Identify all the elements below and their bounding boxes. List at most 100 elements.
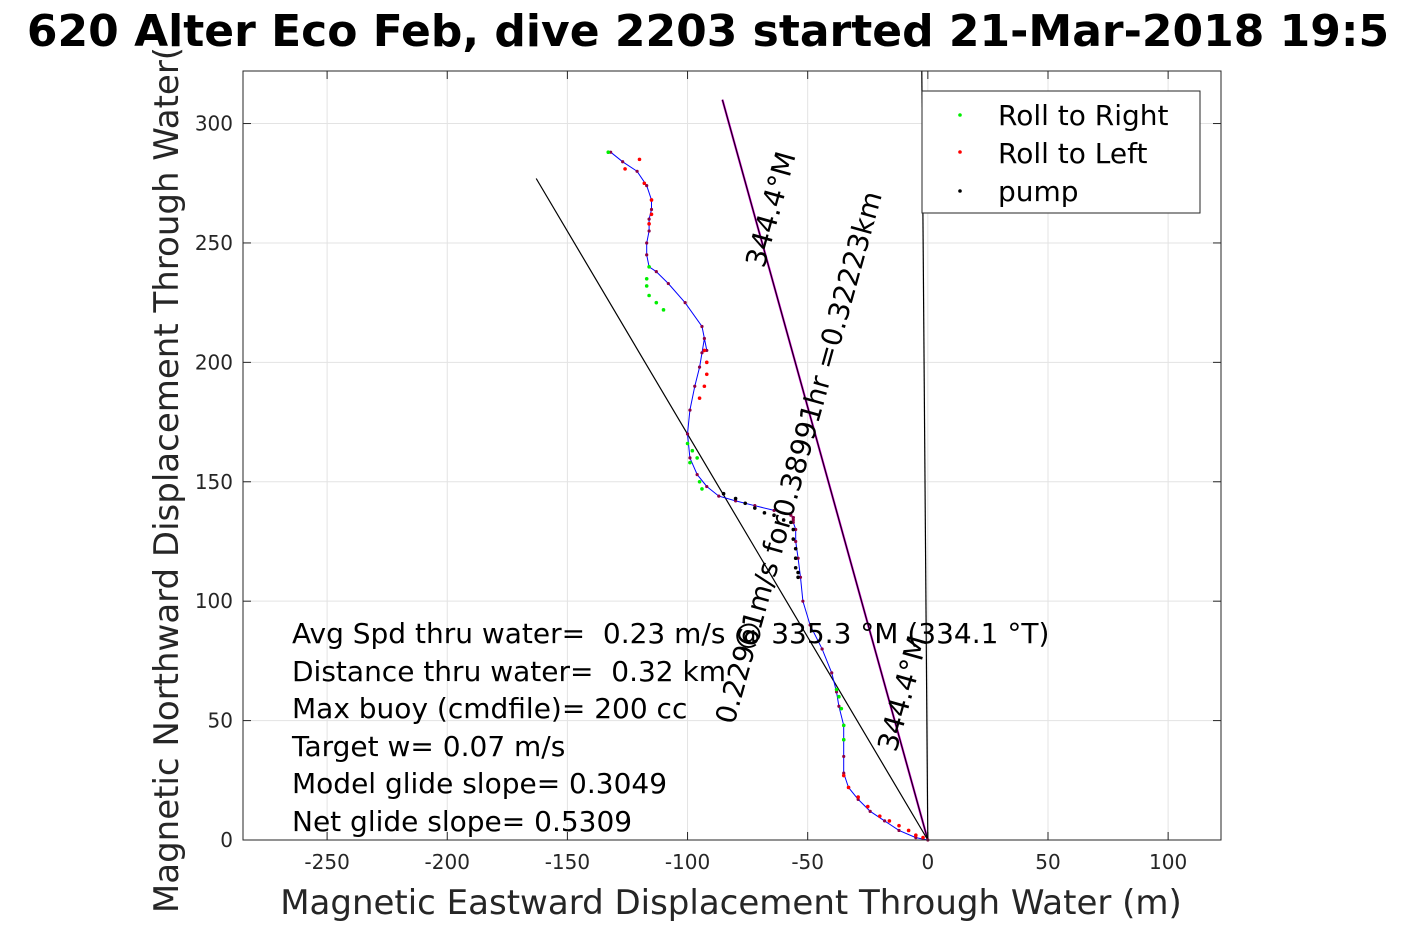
current-line bbox=[535, 178, 929, 841]
stat-distance: Distance thru water= 0.32 km bbox=[292, 655, 726, 688]
track-point bbox=[700, 351, 704, 355]
roll-right-point bbox=[697, 479, 702, 484]
plot-border bbox=[242, 70, 1222, 841]
track-point bbox=[717, 494, 721, 498]
track-point bbox=[830, 671, 834, 675]
track-point bbox=[897, 828, 901, 833]
legend-box bbox=[921, 90, 1201, 214]
x-tick-label: 50 bbox=[1035, 850, 1060, 874]
track-point bbox=[868, 809, 872, 813]
reference-lines bbox=[535, 70, 929, 841]
chart-title: 620 Alter Eco Feb, dive 2203 started 21-… bbox=[27, 6, 1389, 57]
y-axis-label: Magnetic Northward Displacement Through … bbox=[147, 47, 187, 913]
legend: Roll to Right Roll to Left pump bbox=[921, 90, 1201, 214]
marker-layer bbox=[606, 150, 930, 842]
y-tick-label: 200 bbox=[195, 350, 233, 374]
legend-marker-roll-left bbox=[958, 150, 962, 154]
track-point bbox=[789, 513, 793, 517]
roll-left-point bbox=[623, 167, 627, 171]
x-tick-label: 0 bbox=[921, 850, 934, 874]
roll-right-point bbox=[606, 150, 611, 154]
track-point bbox=[791, 515, 795, 520]
y-tick-label: 100 bbox=[195, 589, 233, 613]
track-point bbox=[772, 508, 776, 513]
track-point bbox=[685, 432, 690, 436]
track-point bbox=[645, 241, 649, 245]
roll-right-point bbox=[688, 460, 692, 465]
roll-right-point bbox=[654, 300, 659, 305]
pump-point bbox=[791, 527, 796, 532]
roll-left-point bbox=[887, 819, 892, 823]
x-tick-label: -250 bbox=[304, 850, 349, 874]
roll-left-point bbox=[856, 795, 860, 799]
roll-left-point bbox=[865, 804, 870, 809]
roll-right-point bbox=[839, 706, 844, 711]
stats-block: Avg Spd thru water= 0.23 m/s @ 335.3 °M … bbox=[291, 617, 1049, 838]
pump-point bbox=[793, 556, 798, 560]
x-axis-label: Magnetic Eastward Displacement Through W… bbox=[280, 883, 1182, 923]
track-point bbox=[808, 623, 812, 627]
pump-point bbox=[772, 513, 776, 518]
track-point bbox=[794, 539, 798, 544]
roll-right-point bbox=[685, 441, 690, 446]
roll-left-point bbox=[704, 372, 709, 377]
pump-point bbox=[796, 570, 800, 575]
track-point bbox=[882, 819, 887, 823]
roll-left-point bbox=[642, 181, 647, 186]
roll-left-point bbox=[702, 348, 707, 353]
legend-marker-roll-right bbox=[958, 113, 962, 117]
roll-right-point bbox=[837, 694, 841, 699]
track-point bbox=[695, 473, 699, 477]
stat-max-buoy: Max buoy (cmdfile)= 200 cc bbox=[292, 692, 687, 725]
y-tick-label: 0 bbox=[220, 828, 233, 852]
track-point bbox=[621, 160, 625, 164]
track-point bbox=[693, 384, 697, 388]
track-point bbox=[700, 324, 704, 329]
pump-point bbox=[721, 491, 726, 496]
roll-right-point bbox=[834, 687, 839, 692]
track-point bbox=[645, 253, 649, 257]
roll-left-point bbox=[846, 785, 851, 790]
roll-right-point bbox=[690, 448, 695, 453]
x-tick-label: -150 bbox=[545, 850, 590, 874]
track-point bbox=[842, 754, 846, 759]
roll-right-point bbox=[841, 737, 846, 742]
pump-point bbox=[789, 520, 793, 525]
pump-point bbox=[793, 546, 798, 551]
pump-point bbox=[781, 518, 786, 522]
pump-point bbox=[793, 565, 798, 570]
legend-marker-pump bbox=[958, 189, 962, 193]
track-point bbox=[654, 270, 658, 274]
legend-label-roll-right: Roll to Right bbox=[998, 99, 1169, 132]
track-point bbox=[688, 408, 692, 412]
track-point bbox=[683, 301, 687, 305]
roll-right-point bbox=[700, 487, 704, 491]
roll-right-point bbox=[695, 456, 699, 460]
roll-left-point bbox=[704, 360, 709, 365]
roll-left-point bbox=[877, 814, 882, 818]
pump-point bbox=[753, 506, 757, 510]
pump-point bbox=[733, 496, 738, 501]
roll-left-point bbox=[637, 157, 642, 162]
roll-right-point bbox=[647, 265, 651, 269]
stat-avg-speed: Avg Spd thru water= 0.23 m/s @ 335.3 °M … bbox=[292, 617, 1049, 650]
roll-left-point bbox=[649, 198, 654, 202]
track-point bbox=[801, 599, 805, 603]
roll-left-point bbox=[921, 835, 925, 840]
x-tick-label: -200 bbox=[425, 850, 470, 874]
pump-point bbox=[743, 501, 748, 506]
x-tick-label: -50 bbox=[791, 850, 824, 874]
track-point bbox=[820, 647, 824, 651]
roll-left-point bbox=[647, 222, 651, 226]
legend-label-pump: pump bbox=[998, 175, 1079, 208]
roll-right-point bbox=[644, 276, 649, 281]
stat-net-glide: Net glide slope= 0.5309 bbox=[292, 805, 632, 838]
roll-left-point bbox=[897, 823, 901, 828]
track-point bbox=[647, 217, 651, 221]
heading-line bbox=[721, 99, 929, 841]
roll-left-point bbox=[702, 384, 707, 389]
track-point bbox=[635, 169, 639, 173]
y-tick-label: 50 bbox=[208, 709, 233, 733]
roll-left-point bbox=[697, 396, 702, 400]
track-point bbox=[688, 456, 692, 460]
